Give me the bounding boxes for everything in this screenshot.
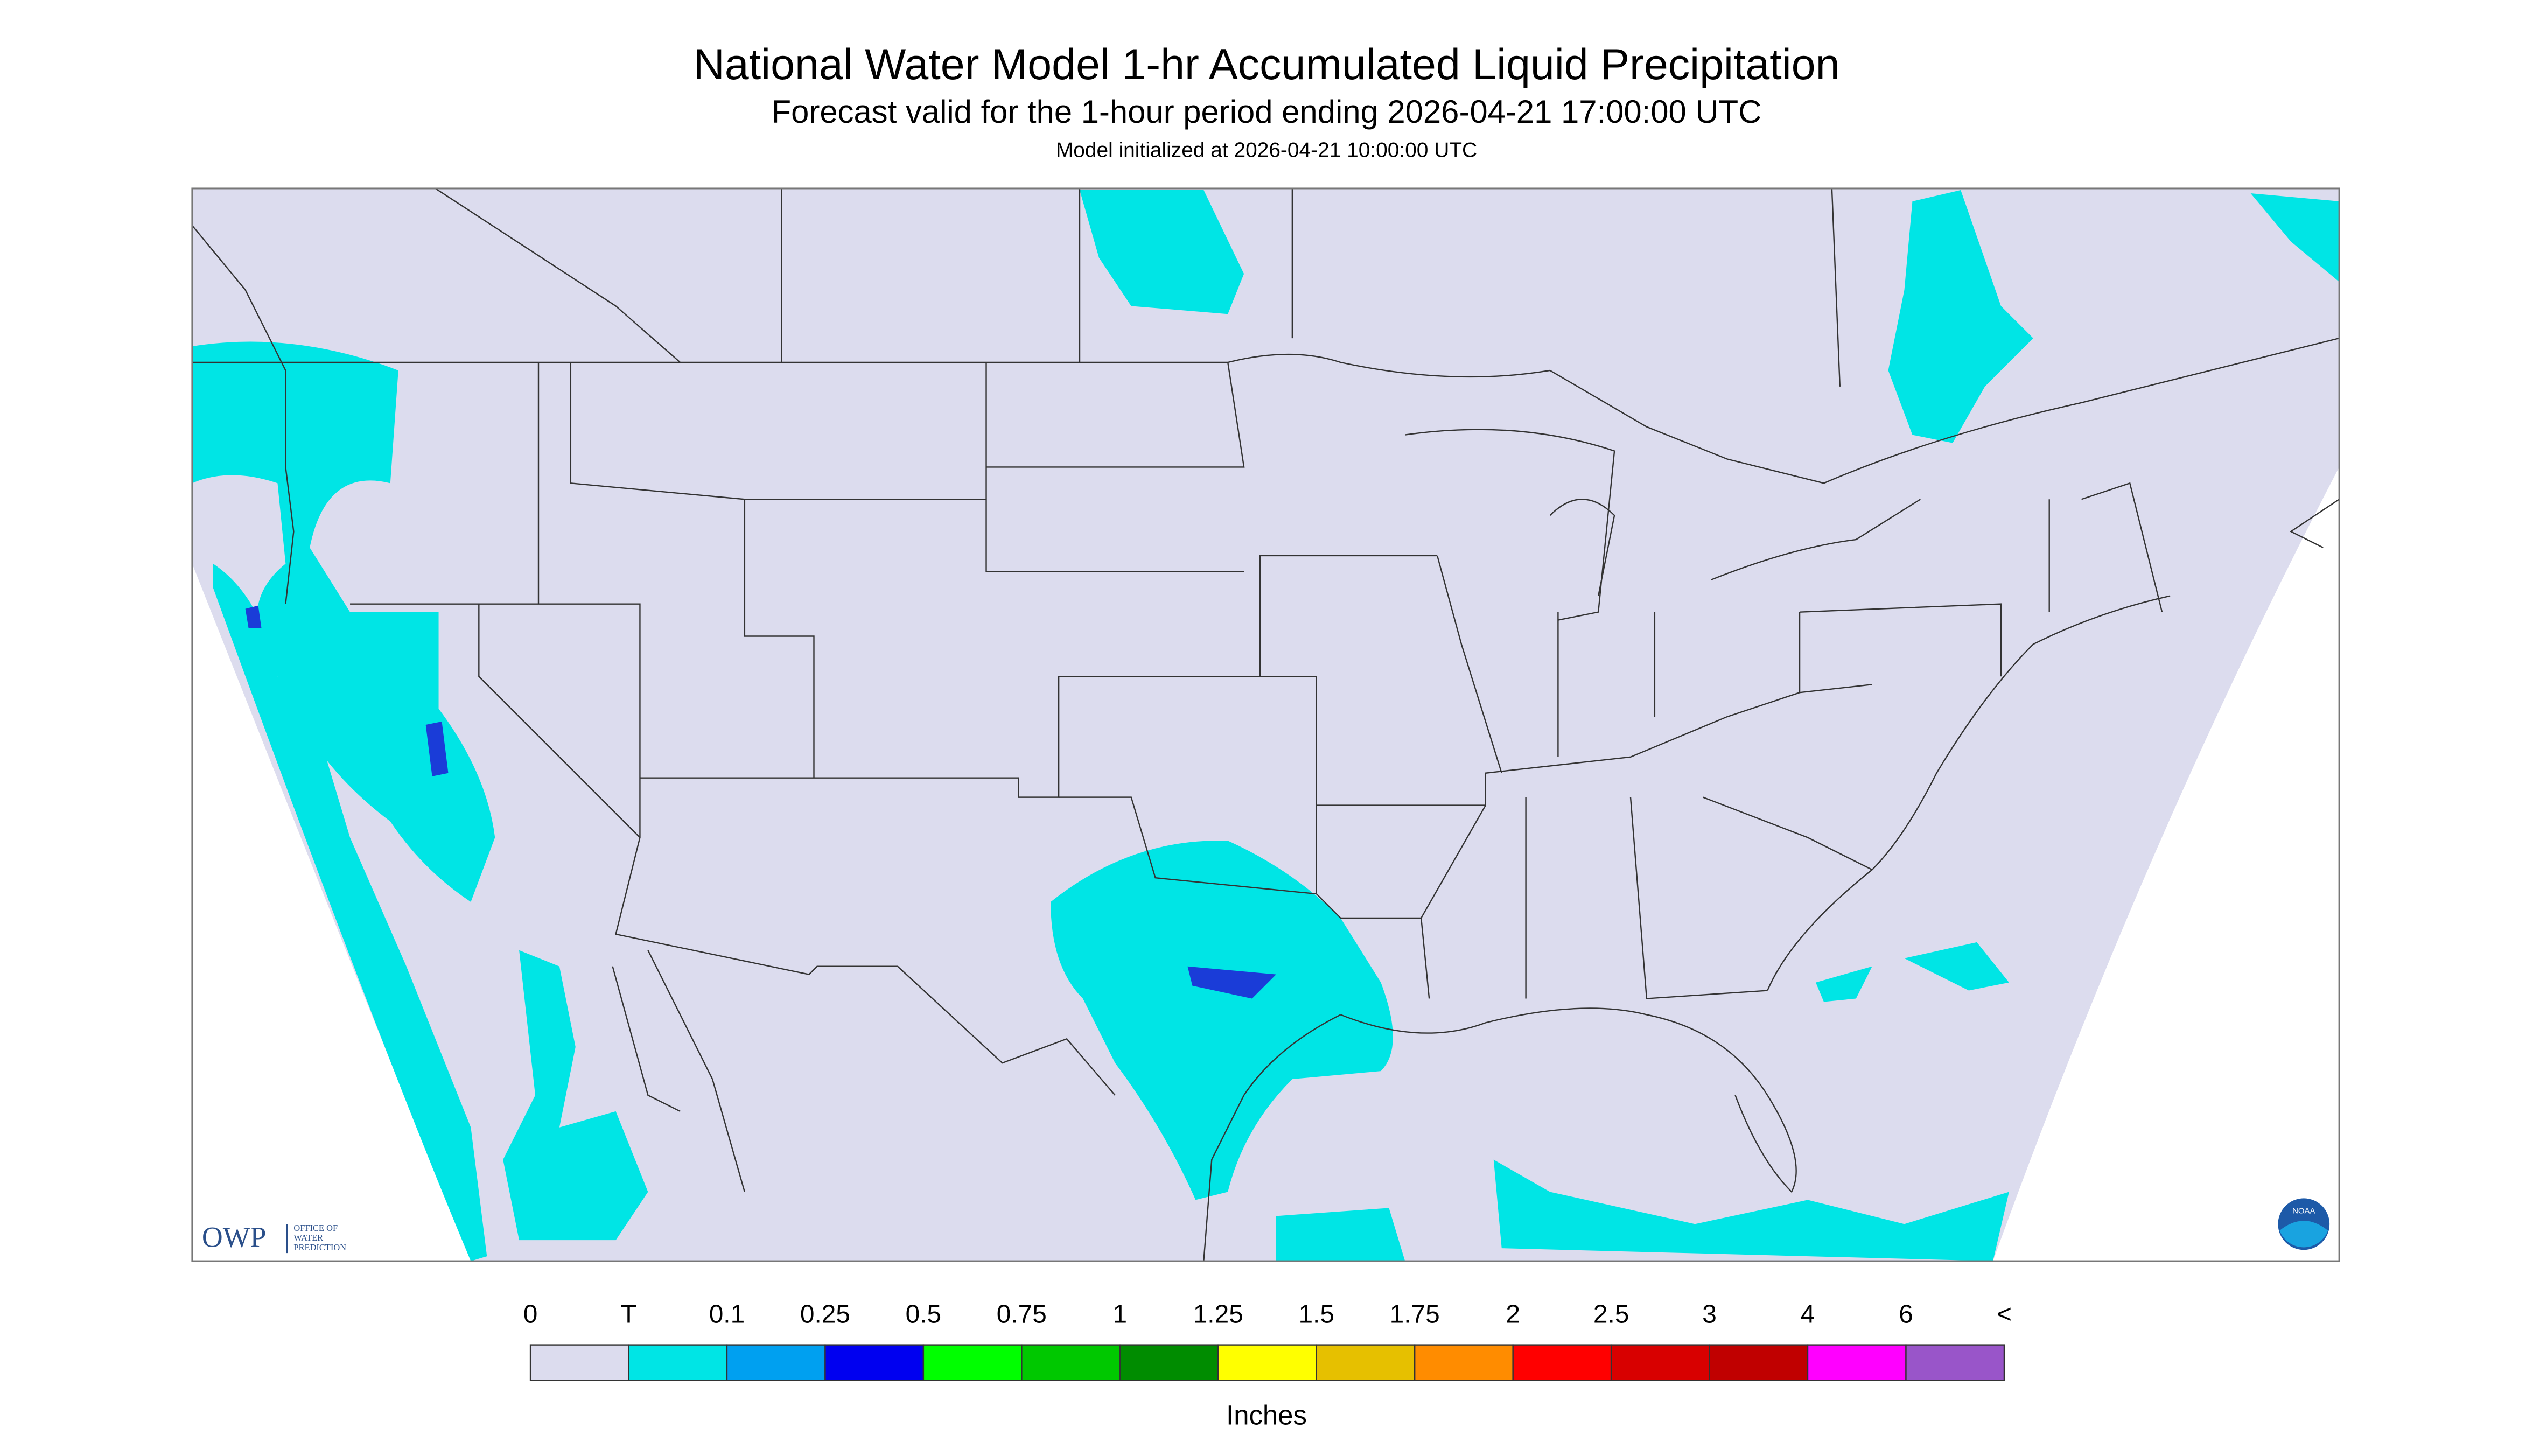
colorbar-swatch: [529, 1344, 629, 1381]
border-line: [1059, 555, 2002, 999]
owp-logo: OWP: [202, 1221, 267, 1254]
colorbar-swatch: [1021, 1344, 1121, 1381]
title: National Water Model 1-hr Accumulated Li…: [694, 40, 1840, 89]
precip-area: [213, 563, 487, 1262]
noaa-wave: [2279, 1221, 2328, 1248]
colorbar-swatch: [1905, 1344, 2005, 1381]
colorbar-label: 1.75: [1390, 1300, 1440, 1328]
colorbar-swatch: [1610, 1344, 1710, 1381]
owp-name: WATER: [293, 1233, 323, 1243]
owp-name: PREDICTION: [293, 1242, 346, 1252]
colorbar-swatch: [1512, 1344, 1612, 1381]
colorbar-label: 1.25: [1193, 1300, 1243, 1328]
borders: [191, 187, 2340, 1262]
border-line: [192, 337, 2340, 484]
precip-area: [503, 950, 648, 1241]
colorbar-label: 3: [1702, 1300, 1717, 1328]
precip-area: [1888, 190, 2033, 443]
map: OWP OFFICE OF WATER PREDICTION NOAA: [191, 187, 2340, 1262]
subtitle: Forecast valid for the 1-hour period end…: [772, 94, 1762, 130]
precip-area: [1051, 841, 1393, 1200]
colorbar-label: 0.5: [906, 1300, 942, 1328]
colorbar-label: T: [621, 1300, 636, 1328]
colorbar-label: 0: [523, 1300, 538, 1328]
owp-name: OFFICE OF: [293, 1223, 338, 1233]
colorbar-swatch: [1709, 1344, 1809, 1381]
colorbar-label: 1.5: [1298, 1300, 1334, 1328]
model-domain: [192, 188, 2340, 1262]
colorbar-unit: Inches: [1226, 1400, 1307, 1431]
colorbar-label: 0.1: [709, 1300, 745, 1328]
colorbar-swatch: [726, 1344, 826, 1381]
precip-area: [1276, 1159, 2009, 1262]
colorbar-label: 0.25: [800, 1300, 850, 1328]
colorbar-label: 1: [1113, 1300, 1128, 1328]
colorbar-swatch: [1217, 1344, 1317, 1381]
colorbar-swatch: [1119, 1344, 1219, 1381]
border-line: [435, 187, 1841, 387]
precip-areas: [192, 190, 2340, 1262]
colorbar-label: 2: [1506, 1300, 1520, 1328]
colorbar-swatch: [824, 1344, 925, 1381]
colorbar-label: 6: [1899, 1300, 1913, 1328]
colorbar-swatch: [1414, 1344, 1514, 1381]
init-note: Model initialized at 2026-04-21 10:00:00…: [1056, 138, 1477, 162]
colorbar-label: 0.75: [997, 1300, 1047, 1328]
colorbar: 0 T 0.1 0.25 0.5 0.75 1 1.25 1.5 1.75 2 2.5 3 4 6 <: [523, 1300, 2012, 1381]
border-line: [191, 225, 2340, 604]
colorbar-swatch: [922, 1344, 1023, 1381]
border-line: [1405, 429, 2171, 871]
colorbar-swatch: [628, 1344, 728, 1381]
colorbar-label: 2.5: [1593, 1300, 1629, 1328]
precip-area: [1080, 190, 1244, 314]
noaa-text: NOAA: [2292, 1206, 2315, 1215]
colorbar-swatch: [1807, 1344, 1907, 1381]
colorbar-label: <: [1997, 1300, 2012, 1328]
map-frame: [191, 187, 2340, 1262]
border-line: [350, 362, 1438, 975]
precip-area: [192, 341, 495, 902]
border-line: [612, 869, 1873, 1262]
colorbar-swatch: [1316, 1344, 1416, 1381]
colorbar-label: 4: [1801, 1300, 1815, 1328]
